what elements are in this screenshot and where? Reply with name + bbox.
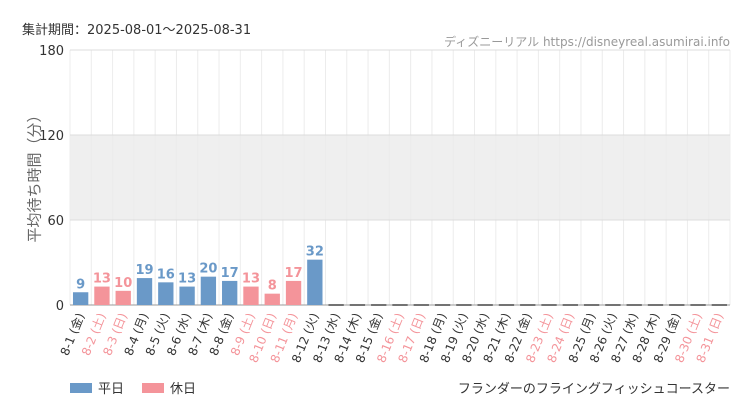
grid-band [70, 135, 730, 220]
bar [94, 286, 110, 305]
data-label: 20 [199, 262, 217, 277]
source-credit: ディズニーリアル https://disneyreal.asumirai.inf… [444, 35, 730, 49]
data-label: 17 [285, 266, 303, 281]
legend: 平日 休日 [70, 378, 214, 397]
data-label: 13 [242, 272, 260, 287]
data-label: 32 [306, 245, 324, 260]
y-tick-label: 180 [39, 44, 64, 59]
bar [307, 259, 323, 305]
bar [285, 280, 302, 305]
period-label: 集計期間：2025-08-01～2025-08-31 [22, 23, 252, 38]
y-tick-label: 0 [56, 299, 64, 314]
bar [158, 282, 174, 305]
data-label: 13 [178, 272, 196, 287]
bar [222, 280, 238, 305]
bar [243, 286, 259, 305]
legend-item-weekday: 平日 [70, 378, 124, 397]
legend-swatch-holiday [142, 382, 165, 393]
bar [264, 293, 280, 305]
bar [200, 276, 217, 305]
data-label: 16 [157, 267, 175, 282]
bar [136, 278, 153, 305]
legend-swatch-weekday [70, 382, 92, 393]
y-tick-label: 60 [47, 214, 64, 229]
data-label: 17 [221, 266, 239, 281]
bar [115, 290, 131, 305]
legend-item-holiday: 休日 [142, 378, 196, 397]
data-label: 13 [93, 272, 111, 287]
data-label: 19 [135, 263, 153, 278]
data-label: 8 [268, 279, 277, 294]
bar [72, 292, 89, 305]
data-label: 10 [114, 276, 132, 291]
data-label: 9 [76, 277, 85, 292]
bar [179, 286, 195, 305]
y-tick-label: 120 [39, 129, 64, 144]
legend-label-weekday: 平日 [98, 382, 125, 397]
legend-label-holiday: 休日 [170, 382, 197, 397]
attraction-name: フランダーのフライングフィッシュコースター [457, 382, 730, 397]
